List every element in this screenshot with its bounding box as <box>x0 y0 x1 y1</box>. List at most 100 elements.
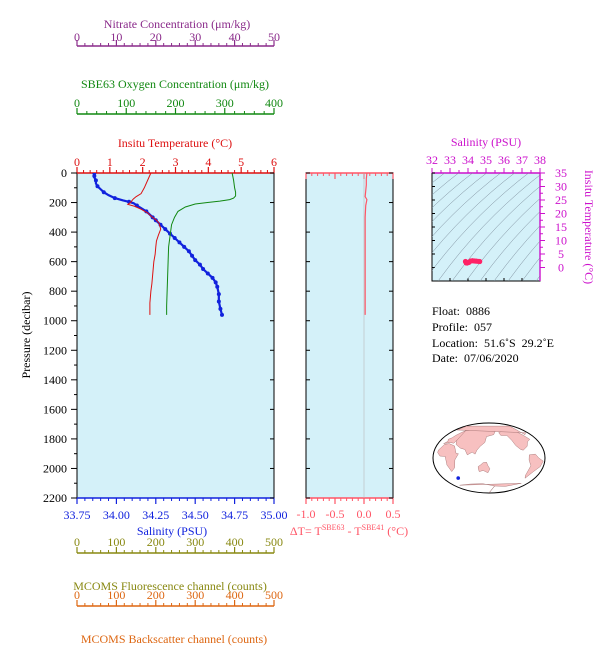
backscatter-tick-label: 500 <box>265 588 283 602</box>
ts-isopycnal <box>432 173 530 271</box>
ts-line <box>464 259 480 265</box>
temperature-tick-label: 4 <box>205 155 211 169</box>
salinity-tick-label: 34.25 <box>142 508 169 522</box>
ts-x-tick-label: 33 <box>444 153 456 167</box>
ts-x-tick-label: 32 <box>426 153 438 167</box>
ts-y-tick-label: 0 <box>558 261 564 275</box>
profile-panel <box>76 172 275 499</box>
fluorescence-tick-label: 300 <box>186 535 204 549</box>
salinity-point <box>177 240 182 245</box>
ts-y-tick-label: 5 <box>558 247 564 261</box>
map-landmass <box>459 483 522 493</box>
nitrate-tick-label: 0 <box>74 30 80 44</box>
date: Date: 07/06/2020 <box>432 351 519 365</box>
map-landmass <box>443 430 466 444</box>
location: Location: 51.6˚S 29.2˚E <box>432 336 554 350</box>
dt-tick-label: -1.0 <box>297 507 316 521</box>
backscatter-tick-label: 200 <box>147 588 165 602</box>
salinity-point <box>101 190 106 195</box>
temperature-tick-label: 1 <box>107 155 113 169</box>
ts-y-tick-label: 10 <box>555 234 567 248</box>
oxygen-axis-label: SBE63 Oxygen Concentration (μm/kg) <box>81 77 269 91</box>
salinity-tick-label: 34.50 <box>182 508 209 522</box>
ts-x-tick-label: 37 <box>516 153 528 167</box>
pressure-tick-label: 400 <box>49 225 67 239</box>
fluorescence-tick-label: 400 <box>226 535 244 549</box>
pressure-tick-label: 1000 <box>43 314 67 328</box>
pressure-tick-label: 2000 <box>43 461 67 475</box>
nitrate-axis-label: Nitrate Concentration (μm/kg) <box>104 17 250 31</box>
pressure-tick-label: 800 <box>49 284 67 298</box>
map-landmass <box>457 425 526 435</box>
oxygen-tick-label: 200 <box>167 96 185 110</box>
ts-x-tick-label: 35 <box>480 153 492 167</box>
profile-series <box>92 173 237 317</box>
oxygen-line <box>166 173 237 315</box>
temperature-tick-label: 2 <box>140 155 146 169</box>
salinity-point <box>172 236 177 240</box>
salinity-point <box>216 292 221 297</box>
pressure-tick-label: 200 <box>49 196 67 210</box>
backscatter-axis-label: MCOMS Backscatter channel (counts) <box>81 632 267 646</box>
salinity-point <box>163 227 168 232</box>
pressure-tick-label: 1800 <box>43 432 67 446</box>
dt-tick-label: 0.5 <box>386 507 401 521</box>
salinity-tick-label: 34.75 <box>221 508 248 522</box>
salinity-point <box>186 249 191 254</box>
ts-isopycnal <box>432 173 516 254</box>
salinity-point <box>92 173 97 178</box>
temperature-axis-label: Insitu Temperature (°C) <box>118 136 232 150</box>
temperature-tick-label: 6 <box>271 155 277 169</box>
oxygen-tick-label: 0 <box>74 96 80 110</box>
dt-tick-label: 0.0 <box>357 507 372 521</box>
fluorescence-tick-label: 200 <box>147 535 165 549</box>
nitrate-tick-label: 50 <box>268 30 280 44</box>
ts-salinity-title: Salinity (PSU) <box>451 135 521 149</box>
dt-tick-label: -0.5 <box>326 507 345 521</box>
ts-diagram-panel <box>431 172 541 282</box>
pressure-tick-label: 1600 <box>43 402 67 416</box>
salinity-point <box>210 275 215 280</box>
ts-isopycnal <box>538 133 609 321</box>
ts-y-tick-label: 30 <box>555 180 567 194</box>
salinity-point <box>213 280 218 285</box>
pressure-tick-label: 1200 <box>43 343 67 357</box>
ts-y-tick-label: 15 <box>555 220 567 234</box>
temperature-tick-label: 3 <box>173 155 179 169</box>
salinity-point <box>93 178 98 183</box>
ts-points <box>462 258 483 266</box>
delta-t-axis-label: ΔT= TSBE63 - TSBE41 (°C) <box>290 523 408 538</box>
delta-t-panel <box>305 172 394 499</box>
salinity-point <box>201 267 206 272</box>
pressure-tick-label: 0 <box>61 166 67 180</box>
map-landmass <box>437 443 459 472</box>
salinity-tick-label: 35.00 <box>261 508 288 522</box>
salinity-point <box>190 253 195 258</box>
salinity-point <box>95 184 100 189</box>
ts-x-tick-label: 38 <box>534 153 546 167</box>
nitrate-tick-label: 10 <box>110 30 122 44</box>
temperature-tick-label: 0 <box>74 155 80 169</box>
oxygen-tick-label: 100 <box>117 96 135 110</box>
salinity-point <box>215 284 220 289</box>
backscatter-tick-label: 0 <box>74 588 80 602</box>
temperature-tick-label: 5 <box>238 155 244 169</box>
pressure-tick-label: 1400 <box>43 373 67 387</box>
salinity-point <box>182 244 187 249</box>
oxygen-tick-label: 400 <box>265 96 283 110</box>
ts-isopycnal <box>432 173 488 222</box>
salinity-point <box>219 312 224 317</box>
fluorescence-tick-label: 100 <box>107 535 125 549</box>
salinity-tick-label: 33.75 <box>64 508 91 522</box>
world-map <box>432 422 546 494</box>
temperature-line <box>126 173 162 315</box>
salinity-point <box>216 299 221 304</box>
salinity-point <box>205 271 210 276</box>
ts-x-tick-label: 34 <box>462 153 474 167</box>
ts-x-tick-label: 36 <box>498 153 510 167</box>
ts-y-tick-label: 35 <box>555 166 567 180</box>
ts-isopycnal <box>451 186 540 281</box>
salinity-point <box>218 306 223 311</box>
nitrate-tick-label: 30 <box>189 30 201 44</box>
